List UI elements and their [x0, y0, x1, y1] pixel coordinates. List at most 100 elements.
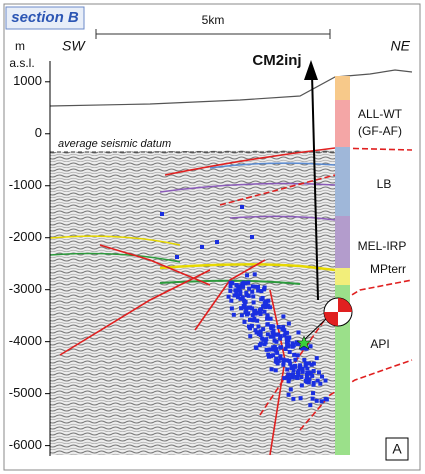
hypocenter — [252, 272, 257, 277]
hypocenter — [304, 376, 309, 381]
hypocenter — [286, 372, 291, 377]
hypocenter — [240, 295, 245, 300]
hypocenter — [305, 370, 310, 375]
hypocenter — [319, 399, 324, 404]
hypocenter — [278, 354, 283, 359]
formation — [335, 147, 350, 216]
hypocenter — [319, 374, 324, 379]
hypocenter — [281, 314, 286, 319]
hypocenter — [241, 303, 246, 308]
hypocenter — [284, 358, 289, 363]
datum-label: average seismic datum — [58, 138, 171, 150]
well — [311, 73, 319, 301]
hypocenter — [262, 304, 267, 309]
hypocenter — [288, 361, 293, 366]
hypocenter — [251, 300, 256, 305]
hypocenter — [237, 287, 242, 292]
hypocenter — [265, 316, 270, 321]
hypocenter — [269, 367, 274, 372]
hypocenter — [253, 345, 258, 350]
hypocenter — [310, 373, 315, 378]
hypocenter — [283, 330, 288, 335]
hypocenter — [278, 334, 283, 339]
hypocenter — [246, 280, 251, 285]
hypocenter — [247, 317, 252, 322]
well-label: CM2inj — [252, 52, 301, 69]
panel-box — [385, 437, 409, 461]
hypocenter — [295, 376, 300, 381]
hypocenter — [228, 288, 233, 293]
y-tick-label: -1000 — [9, 177, 42, 192]
hypocenter — [254, 330, 259, 335]
hypocenter — [302, 357, 307, 362]
hypocenter — [258, 333, 263, 338]
formation-label: LB — [377, 177, 392, 191]
hypocenter — [240, 205, 244, 209]
hypocenter — [284, 336, 289, 341]
scale-label: 5km — [202, 13, 225, 27]
hypocenter — [276, 324, 281, 329]
hypocenter — [239, 313, 244, 318]
hypocenter — [281, 325, 286, 330]
hypocenter — [241, 280, 246, 285]
hypocenter — [247, 326, 252, 331]
hypocenter — [285, 367, 290, 372]
hypocenter — [258, 312, 263, 317]
hypocenter — [316, 370, 321, 375]
hypocenter — [308, 344, 313, 349]
formation-label: API — [370, 337, 389, 351]
hypocenter — [294, 340, 299, 345]
hypocenter — [247, 286, 252, 291]
hypocenter — [305, 380, 310, 385]
hypocenter — [269, 353, 274, 358]
hypocenter — [241, 284, 246, 289]
formation — [335, 268, 350, 285]
hypocenter — [311, 369, 316, 374]
hypocenter — [286, 344, 291, 349]
hypocenter — [245, 273, 250, 278]
hypocenter — [265, 332, 270, 337]
hypocenter — [265, 313, 270, 318]
hypocenter — [175, 255, 179, 259]
hypocenter — [300, 366, 305, 371]
focal-mechanism — [302, 297, 353, 342]
y-label: m — [15, 39, 25, 53]
hypocenter — [286, 321, 291, 326]
hypocenter — [290, 375, 295, 380]
seismic-image — [50, 150, 335, 455]
y-label: a.s.l. — [9, 56, 34, 70]
y-tick-label: -2000 — [9, 229, 42, 244]
hypocenter — [298, 396, 303, 401]
hypocenter — [286, 392, 291, 397]
hypocenter — [311, 382, 316, 387]
y-tick-label: 0 — [35, 125, 42, 140]
hypocenter — [293, 357, 298, 362]
y-tick-label: -4000 — [9, 333, 42, 348]
hypocenter — [273, 368, 278, 373]
hypocenter — [261, 327, 266, 332]
hypocenter — [255, 318, 260, 323]
hypocenter — [233, 288, 238, 293]
formation — [335, 100, 350, 147]
hypocenter — [250, 235, 254, 239]
hypocenter — [252, 316, 257, 321]
hypocenter — [228, 284, 233, 289]
hypocenter — [238, 292, 243, 297]
hypocenter — [249, 323, 254, 328]
hypocenter — [262, 342, 267, 347]
hypocenter — [309, 362, 314, 367]
hypocenter — [311, 391, 316, 396]
hypocenter — [271, 324, 276, 329]
left-label: SW — [62, 38, 86, 54]
hypocenter — [200, 245, 204, 249]
hypocenter — [311, 361, 316, 366]
y-tick-label: -3000 — [9, 281, 42, 296]
hypocenter — [238, 289, 243, 294]
hypocenter — [271, 353, 276, 358]
hypocenter — [293, 363, 298, 368]
hypocenter — [304, 372, 309, 377]
hypocenter — [287, 376, 292, 381]
hypocenter — [243, 310, 248, 315]
hypocenter — [286, 379, 291, 384]
hypocenter — [234, 283, 239, 288]
